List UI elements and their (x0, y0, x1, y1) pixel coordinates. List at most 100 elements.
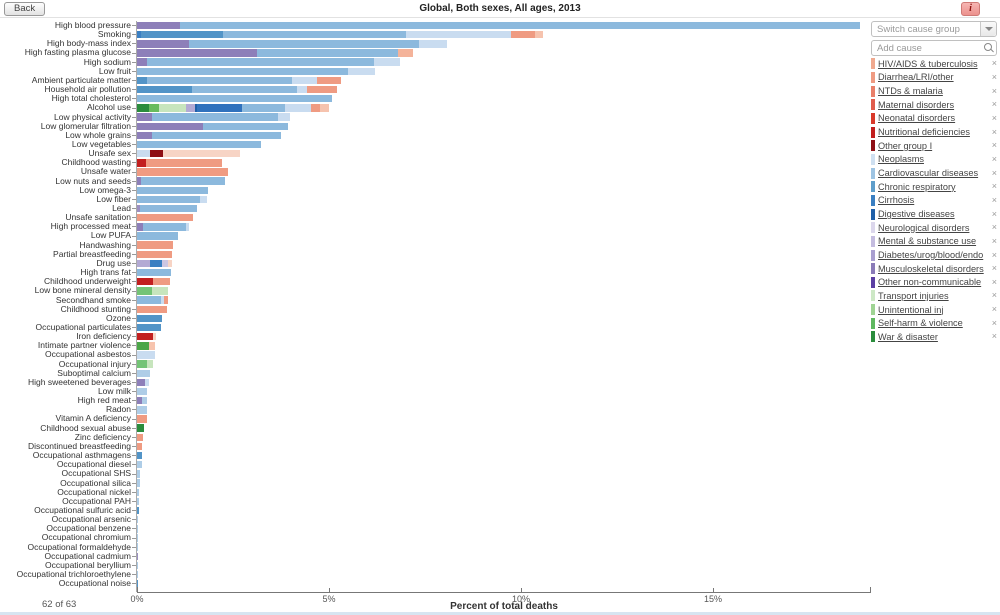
bar-segment[interactable] (310, 104, 321, 112)
cause-link[interactable]: Self-harm & violence (878, 318, 963, 329)
bar-segment[interactable] (188, 40, 419, 48)
back-button[interactable]: Back (4, 2, 46, 16)
bar-segment[interactable] (137, 95, 333, 103)
bar-segment[interactable] (137, 40, 189, 48)
bar-segment[interactable] (146, 58, 374, 66)
bar-segment[interactable] (137, 85, 192, 94)
bar-segment[interactable] (418, 40, 447, 48)
bar-segment[interactable] (241, 104, 285, 112)
bar-segment[interactable] (137, 497, 139, 506)
bar-segment[interactable] (152, 287, 169, 295)
close-icon[interactable]: × (991, 167, 997, 178)
bar-segment[interactable] (137, 305, 167, 313)
cause-link[interactable]: Cirrhosis (878, 195, 915, 206)
bar-segment[interactable] (151, 131, 281, 140)
close-icon[interactable]: × (991, 331, 997, 342)
cause-list-item[interactable]: Neonatal disorders × (871, 112, 997, 126)
cause-link[interactable]: War & disaster (878, 331, 938, 342)
bar-segment[interactable] (137, 21, 180, 30)
bar-segment[interactable] (137, 31, 141, 39)
bar-segment[interactable] (137, 259, 150, 268)
bar-segment[interactable] (137, 479, 140, 487)
bar-segment[interactable] (137, 149, 151, 158)
bar-segment[interactable] (137, 406, 147, 414)
cause-link[interactable]: Maternal disorders (878, 99, 955, 110)
bar-segment[interactable] (137, 159, 146, 167)
bar-segment[interactable] (137, 534, 139, 542)
bar-segment[interactable] (137, 415, 147, 423)
bar-segment[interactable] (140, 31, 223, 39)
cause-link[interactable]: Diarrhea/LRI/other (878, 72, 954, 83)
bar-segment[interactable] (137, 570, 138, 579)
bar-segment[interactable] (137, 186, 209, 194)
bar-segment[interactable] (137, 470, 141, 478)
close-icon[interactable]: × (991, 208, 997, 219)
cause-list-item[interactable]: Maternal disorders × (871, 98, 997, 112)
bar-segment[interactable] (137, 296, 161, 304)
bar-segment[interactable] (199, 195, 207, 204)
close-icon[interactable]: × (991, 153, 997, 164)
close-icon[interactable]: × (991, 112, 997, 123)
cause-list-item[interactable]: Other group I × (871, 139, 997, 153)
bar-segment[interactable] (137, 76, 147, 85)
bar-segment[interactable] (137, 177, 141, 185)
bar-segment[interactable] (137, 214, 194, 222)
bar-segment[interactable] (397, 49, 413, 57)
bar-segment[interactable] (223, 31, 407, 39)
bar-segment[interactable] (137, 451, 143, 460)
bar-segment[interactable] (163, 149, 240, 158)
close-icon[interactable]: × (991, 249, 997, 260)
cause-list-item[interactable]: Diarrhea/LRI/other × (871, 71, 997, 85)
close-icon[interactable]: × (991, 235, 997, 246)
cause-list-item[interactable]: Cardiovascular diseases × (871, 166, 997, 180)
bar-segment[interactable] (137, 49, 257, 57)
bar-segment[interactable] (145, 159, 222, 167)
close-icon[interactable]: × (991, 181, 997, 192)
close-icon[interactable]: × (991, 263, 997, 274)
cause-link[interactable]: HIV/AIDS & tuberculosis (878, 58, 978, 69)
bar-segment[interactable] (137, 204, 141, 213)
bar-segment[interactable] (137, 488, 139, 496)
bar-segment[interactable] (137, 387, 147, 396)
cause-list-item[interactable]: Self-harm & violence × (871, 316, 997, 330)
cause-link[interactable]: Neoplasms (878, 154, 924, 165)
cause-link[interactable]: NTDs & malaria (878, 86, 943, 97)
bar-segment[interactable] (137, 241, 174, 249)
bar-segment[interactable] (137, 332, 154, 341)
bar-segment[interactable] (137, 323, 161, 332)
bar-segment[interactable] (137, 223, 144, 231)
close-icon[interactable]: × (991, 194, 997, 205)
bar-segment[interactable] (153, 332, 157, 341)
bar-segment[interactable] (510, 31, 536, 39)
bar-segment[interactable] (146, 360, 154, 368)
bar-segment[interactable] (153, 278, 171, 286)
cause-list-item[interactable]: Mental & substance use × (871, 235, 997, 249)
cause-link[interactable]: Neurological disorders (878, 222, 970, 233)
bar-segment[interactable] (137, 442, 143, 451)
bar-segment[interactable] (149, 342, 156, 350)
close-icon[interactable]: × (991, 126, 997, 137)
bar-segment[interactable] (137, 369, 151, 377)
bar-segment[interactable] (284, 104, 311, 112)
cause-list-item[interactable]: Unintentional inj × (871, 303, 997, 317)
cause-link[interactable]: Mental & substance use (878, 236, 977, 247)
bar-segment[interactable] (137, 113, 152, 121)
cause-list-item[interactable]: Musculoskeletal disorders × (871, 262, 997, 276)
bar-segment[interactable] (296, 85, 307, 94)
bar-segment[interactable] (186, 223, 190, 231)
bar-segment[interactable] (160, 296, 164, 304)
bar-segment[interactable] (191, 85, 297, 94)
bar-segment[interactable] (137, 140, 262, 149)
cause-list-item[interactable]: Cirrhosis × (871, 194, 997, 208)
bar-segment[interactable] (137, 552, 138, 560)
cause-list-item[interactable]: NTDs & malaria × (871, 84, 997, 98)
bar-segment[interactable] (168, 259, 172, 268)
bar-segment[interactable] (196, 104, 242, 112)
bar-segment[interactable] (535, 31, 544, 39)
cause-link[interactable]: Unintentional inj (878, 304, 944, 315)
bar-segment[interactable] (194, 104, 197, 112)
cause-link[interactable]: Other non-communicable (878, 277, 982, 288)
bar-segment[interactable] (151, 113, 278, 121)
chevron-down-icon[interactable] (980, 22, 996, 36)
bar-segment[interactable] (146, 76, 293, 85)
